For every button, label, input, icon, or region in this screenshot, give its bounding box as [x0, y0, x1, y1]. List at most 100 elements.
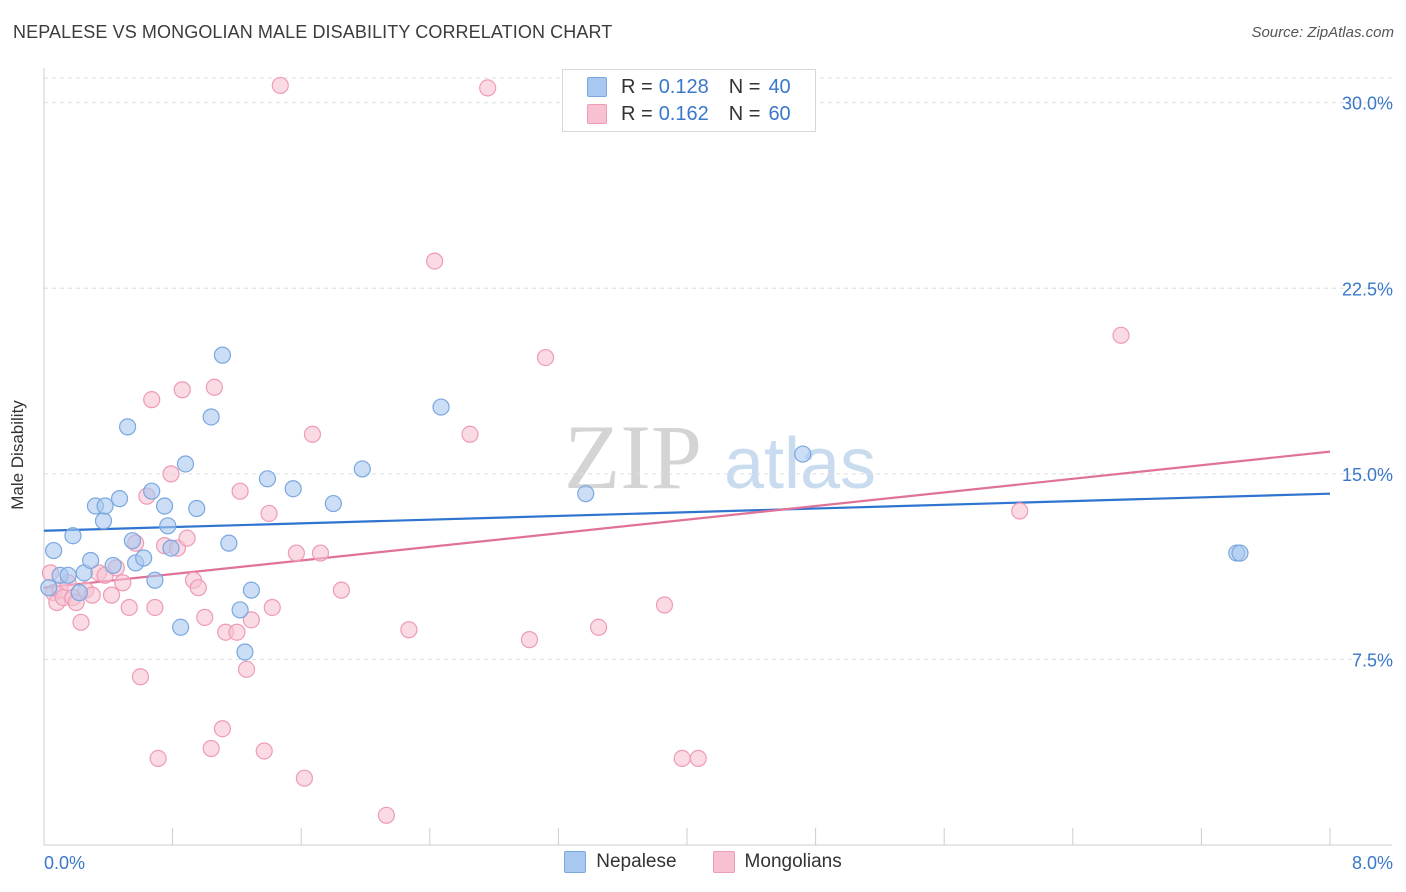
nepalese-point — [213, 346, 232, 364]
nepalese-point — [176, 455, 195, 473]
mongolian-point — [202, 739, 220, 758]
axes — [43, 68, 1392, 846]
y-tick-label: 30.0% — [1342, 94, 1393, 114]
n-value: 60 — [768, 102, 791, 125]
nepalese-point — [94, 512, 113, 530]
nepalese-point — [135, 549, 153, 567]
nepalese-point — [324, 494, 342, 513]
nepalese-point — [155, 497, 174, 515]
watermark-atlas: atlas — [724, 424, 876, 504]
mongolian-point — [426, 252, 444, 270]
mongolian-point — [162, 465, 180, 483]
nepalese-point — [59, 566, 77, 584]
y-tick-label: 22.5% — [1342, 279, 1393, 299]
mongolians-swatch — [712, 851, 735, 873]
stats-legend: R = 0.128 N = 40 R = 0.162 N = 60 — [562, 69, 816, 132]
legend-row-mongolians: R = 0.162 N = 60 — [587, 102, 791, 126]
nepalese-trend-line — [43, 492, 1331, 532]
r-value: 0.162 — [658, 102, 709, 125]
nepalese-point — [159, 517, 177, 535]
mongolian-point — [377, 806, 395, 824]
mongolians-swatch — [587, 104, 607, 124]
nepalese-point — [64, 527, 82, 545]
nepalese-point — [188, 499, 206, 518]
legend-item-nepalese[interactable]: Nepalese — [564, 851, 677, 873]
mongolian-point — [536, 348, 555, 367]
mongolian-point — [189, 579, 207, 597]
mongolian-point — [400, 621, 418, 639]
nepalese-point — [45, 541, 63, 560]
mongolian-trend-line — [43, 450, 1331, 589]
nepalese-point — [82, 551, 100, 570]
nepalese-point — [123, 532, 142, 550]
nepalese-point — [258, 470, 277, 488]
mongolian-point — [311, 544, 330, 562]
nepalese-point — [236, 643, 254, 661]
mongolian-point — [242, 611, 260, 629]
nepalese-point — [231, 601, 249, 619]
mongolian-point — [303, 425, 322, 443]
nepalese-point — [432, 398, 450, 416]
mongolian-point — [237, 660, 256, 678]
y-tick-label: 15.0% — [1342, 465, 1393, 485]
mongolian-point — [72, 613, 90, 631]
mongolian-point — [461, 425, 479, 443]
mongolian-point — [173, 381, 191, 399]
nepalese-point — [577, 485, 595, 503]
mongolian-point — [655, 596, 674, 614]
mongolian-point — [143, 391, 161, 409]
mongolian-point — [332, 581, 350, 599]
mongolian-point — [196, 608, 214, 626]
x-tick-label: 8.0% — [1352, 853, 1393, 873]
nepalese-point — [143, 482, 161, 500]
mongolian-point — [205, 378, 223, 396]
mongolian-point — [149, 749, 167, 768]
y-tick-label: 7.5% — [1352, 650, 1393, 670]
mongolian-point — [102, 586, 121, 604]
mongolian-point — [255, 742, 273, 760]
mongolian-point — [479, 79, 497, 97]
series-legend: Nepalese Mongolians — [0, 851, 1406, 873]
mongolian-point — [520, 631, 539, 649]
nepalese-point — [96, 497, 114, 515]
r-label: R = — [621, 102, 653, 125]
mongolian-point — [228, 623, 246, 641]
nepalese-point — [70, 584, 88, 602]
trend-lines — [43, 450, 1331, 589]
y-axis-label: Male Disability — [8, 400, 27, 510]
mongolian-point — [295, 769, 314, 787]
mongolian-point — [231, 482, 249, 500]
nepalese-point — [110, 490, 129, 508]
legend-label: Mongolians — [744, 851, 842, 872]
nepalese-point — [242, 581, 260, 599]
mongolian-point — [213, 720, 232, 738]
r-label: R = — [621, 75, 653, 98]
nepalese-point — [353, 460, 371, 478]
nepalese-point — [220, 534, 238, 552]
source-credit: Source: ZipAtlas.com — [1251, 24, 1394, 41]
nepalese-point — [1231, 544, 1249, 562]
nepalese-point — [284, 480, 302, 498]
mongolian-point — [271, 76, 289, 95]
nepalese-swatch — [564, 851, 587, 873]
legend-row-nepalese: R = 0.128 N = 40 — [587, 75, 791, 99]
nepalese-point — [202, 408, 220, 426]
mongolian-point — [689, 749, 707, 768]
legend-item-mongolians[interactable]: Mongolians — [712, 851, 842, 873]
mongolian-point — [131, 668, 150, 686]
mongolian-point — [1112, 326, 1130, 344]
mongolian-point — [178, 529, 196, 547]
mongolian-point — [260, 504, 278, 523]
r-value: 0.128 — [658, 75, 709, 98]
nepalese-swatch — [587, 77, 607, 97]
chart-title: NEPALESE VS MONGOLIAN MALE DISABILITY CO… — [13, 22, 613, 42]
n-label: N = — [728, 102, 761, 125]
mongolian-point — [589, 618, 608, 636]
legend-label: Nepalese — [596, 851, 677, 872]
mongolian-point — [287, 544, 305, 562]
n-label: N = — [728, 75, 761, 98]
nepalese-point — [104, 556, 122, 575]
nepalese-point — [172, 618, 190, 636]
grid-lines — [44, 77, 1392, 660]
